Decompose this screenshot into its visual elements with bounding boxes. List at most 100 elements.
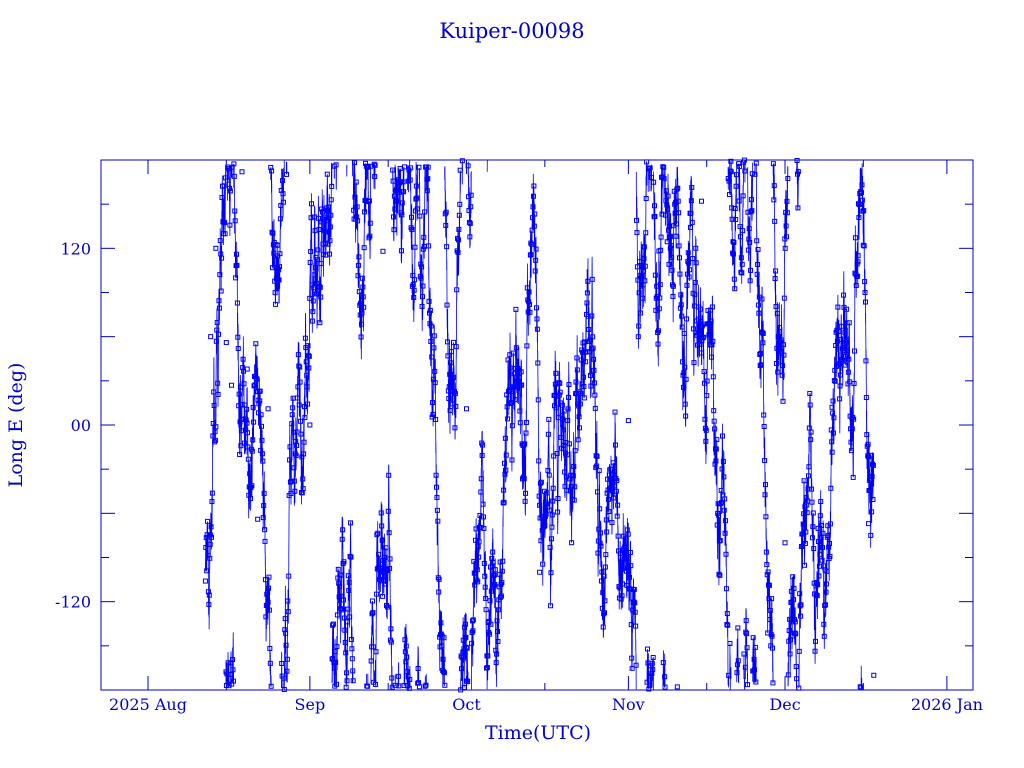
data-point xyxy=(683,376,689,382)
data-point xyxy=(375,530,381,536)
data-point xyxy=(342,639,348,645)
data-point xyxy=(207,555,213,561)
data-point xyxy=(759,296,765,302)
data-point xyxy=(326,204,332,210)
data-point xyxy=(380,593,386,599)
data-point xyxy=(266,607,272,613)
data-point xyxy=(745,247,751,253)
data-point xyxy=(846,320,852,326)
data-point xyxy=(718,487,724,493)
data-point xyxy=(765,569,771,575)
data-point xyxy=(428,338,434,344)
data-point xyxy=(668,243,674,249)
x-tick-label: 2026 Jan xyxy=(911,695,983,714)
data-point xyxy=(250,437,256,443)
data-point xyxy=(311,272,317,278)
data-point xyxy=(454,287,460,293)
data-point xyxy=(770,680,776,686)
data-point xyxy=(799,543,805,549)
data-point xyxy=(349,646,355,652)
data-point xyxy=(351,160,357,166)
data-point xyxy=(744,682,750,688)
data-point xyxy=(724,621,730,627)
data-point xyxy=(660,660,666,666)
data-point xyxy=(642,263,648,269)
data-point xyxy=(332,649,338,655)
data-point xyxy=(279,660,285,666)
data-point xyxy=(704,378,710,384)
data-point xyxy=(594,453,600,459)
data-point xyxy=(589,313,595,319)
data-point xyxy=(837,383,843,389)
data-point xyxy=(235,345,241,351)
data-point xyxy=(566,441,572,447)
data-point xyxy=(209,490,215,496)
data-point xyxy=(741,651,747,657)
data-point xyxy=(687,224,693,230)
data-point xyxy=(432,380,438,386)
data-point xyxy=(490,549,496,555)
data-point xyxy=(642,278,648,284)
data-point xyxy=(209,534,215,540)
data-point xyxy=(212,429,218,435)
data-point xyxy=(571,497,577,503)
data-point xyxy=(317,284,323,290)
data-point xyxy=(323,218,329,224)
data-point xyxy=(601,573,607,579)
series-line xyxy=(471,430,488,690)
data-point xyxy=(346,579,352,585)
data-point xyxy=(337,583,343,589)
data-point xyxy=(617,585,623,591)
data-point xyxy=(868,532,874,538)
data-point xyxy=(360,284,366,290)
data-point xyxy=(764,562,770,568)
data-point xyxy=(700,335,706,341)
data-point xyxy=(682,401,688,407)
data-point xyxy=(263,614,269,620)
data-point xyxy=(277,216,283,222)
data-point xyxy=(419,264,425,270)
data-point xyxy=(617,550,623,556)
data-point xyxy=(457,167,463,173)
data-point xyxy=(714,437,720,443)
data-point xyxy=(203,535,209,541)
data-point xyxy=(754,238,760,244)
data-point xyxy=(417,213,423,219)
data-point xyxy=(644,679,650,685)
data-point xyxy=(287,444,293,450)
data-point xyxy=(362,209,368,215)
data-point xyxy=(517,408,523,414)
data-point xyxy=(527,301,533,307)
data-point xyxy=(862,299,868,305)
data-point xyxy=(213,245,219,251)
data-point xyxy=(553,405,559,411)
data-point xyxy=(215,380,221,386)
data-point xyxy=(767,607,773,613)
data-point xyxy=(494,651,500,657)
data-point xyxy=(665,206,671,212)
data-point xyxy=(662,674,668,680)
data-point xyxy=(860,242,866,248)
series-line xyxy=(860,167,862,192)
data-point xyxy=(538,538,544,544)
data-point xyxy=(342,627,348,633)
data-point xyxy=(684,282,690,288)
data-point xyxy=(809,499,815,505)
data-point xyxy=(802,562,808,568)
data-point xyxy=(236,391,242,397)
data-point xyxy=(480,501,486,507)
data-point xyxy=(466,219,472,225)
data-point xyxy=(365,683,371,689)
data-point xyxy=(497,559,503,565)
data-point xyxy=(408,165,414,171)
data-point xyxy=(829,449,835,455)
data-point xyxy=(358,334,364,340)
data-point xyxy=(530,204,536,210)
data-point xyxy=(623,555,629,561)
data-point xyxy=(703,438,709,444)
data-point xyxy=(288,478,294,484)
data-point xyxy=(859,190,865,196)
data-point xyxy=(859,197,865,203)
data-point xyxy=(366,198,372,204)
data-point xyxy=(501,487,507,493)
